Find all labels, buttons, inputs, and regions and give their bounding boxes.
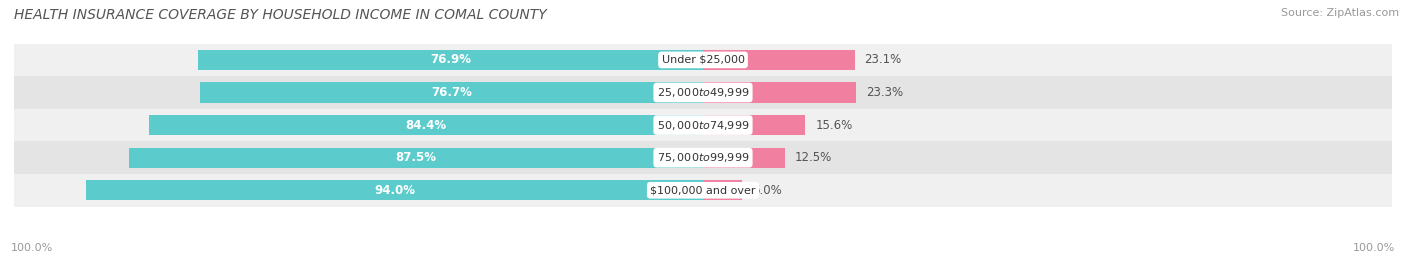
Text: 84.4%: 84.4% xyxy=(405,119,447,132)
Text: 23.1%: 23.1% xyxy=(865,54,901,66)
Text: $50,000 to $74,999: $50,000 to $74,999 xyxy=(657,119,749,132)
Text: Under $25,000: Under $25,000 xyxy=(661,55,745,65)
Bar xyxy=(149,115,703,135)
Text: 76.7%: 76.7% xyxy=(430,86,472,99)
Text: 12.5%: 12.5% xyxy=(794,151,832,164)
Bar xyxy=(703,115,806,135)
Text: 100.0%: 100.0% xyxy=(11,243,53,253)
Bar xyxy=(14,109,1392,141)
Text: 94.0%: 94.0% xyxy=(374,184,415,197)
Bar xyxy=(14,44,1392,76)
Text: $100,000 and over: $100,000 and over xyxy=(650,185,756,195)
Text: 87.5%: 87.5% xyxy=(395,151,436,164)
Bar xyxy=(14,141,1392,174)
Bar xyxy=(703,148,785,168)
Bar xyxy=(14,76,1392,109)
Bar xyxy=(703,82,856,102)
Text: 6.0%: 6.0% xyxy=(752,184,782,197)
Text: 23.3%: 23.3% xyxy=(866,86,903,99)
Bar xyxy=(86,180,703,200)
Text: 15.6%: 15.6% xyxy=(815,119,852,132)
Bar xyxy=(129,148,703,168)
Text: $25,000 to $49,999: $25,000 to $49,999 xyxy=(657,86,749,99)
Bar xyxy=(198,50,703,70)
Text: HEALTH INSURANCE COVERAGE BY HOUSEHOLD INCOME IN COMAL COUNTY: HEALTH INSURANCE COVERAGE BY HOUSEHOLD I… xyxy=(14,8,547,22)
Bar xyxy=(14,174,1392,207)
Text: 76.9%: 76.9% xyxy=(430,54,471,66)
Bar xyxy=(200,82,703,102)
Bar xyxy=(703,50,855,70)
Text: 100.0%: 100.0% xyxy=(1353,243,1395,253)
Text: $75,000 to $99,999: $75,000 to $99,999 xyxy=(657,151,749,164)
Bar xyxy=(703,180,742,200)
Text: Source: ZipAtlas.com: Source: ZipAtlas.com xyxy=(1281,8,1399,18)
